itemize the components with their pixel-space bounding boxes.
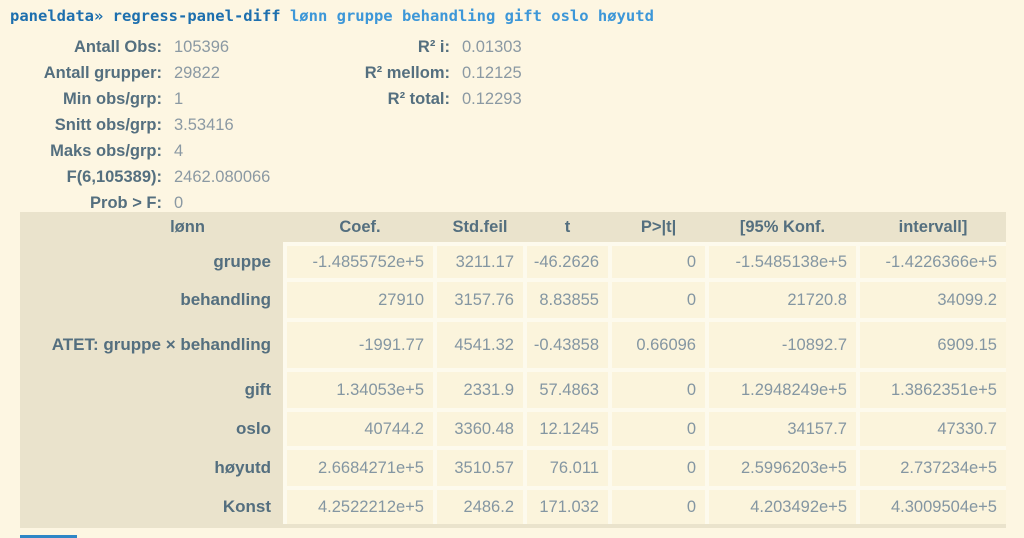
summary-stat-row: R² mellom: 0.12125 — [285, 60, 522, 86]
table-cell: 0 — [612, 246, 705, 278]
stat-value: 0.12293 — [462, 89, 522, 108]
stat-label: F(6,105389): — [66, 167, 162, 186]
table-cell: -1991.77 — [287, 322, 433, 368]
table-cell: 3510.57 — [437, 450, 523, 486]
column-header: P>|t| — [640, 217, 677, 236]
stat-value: 3.53416 — [174, 115, 234, 134]
row-label: ATET: gruppe × behandling — [51, 335, 271, 354]
table-cell: 2.737234e+5 — [860, 450, 1006, 486]
table-cell: 0.66096 — [612, 322, 705, 368]
stat-value: 1 — [174, 89, 184, 108]
table-cell: 1.2948249e+5 — [709, 372, 856, 408]
table-cell: 3157.76 — [437, 282, 523, 318]
table-cell: 2331.9 — [437, 372, 523, 408]
table-cell: -46.2626 — [527, 246, 608, 278]
stat-label: Maks obs/grp: — [50, 141, 162, 160]
column-header: intervall] — [898, 217, 968, 236]
stat-label: Antall Obs: — [73, 37, 162, 56]
table-cell: 8.83855 — [527, 282, 608, 318]
summary-stats-left: Antall Obs: 105396 Antall grupper: 29822 Min… — [0, 34, 271, 216]
command-args: lønn gruppe behandling gift oslo høyutd — [280, 7, 654, 25]
table-cell: 6909.15 — [860, 322, 1006, 368]
row-label: gruppe — [213, 252, 271, 271]
summary-stat-row: Prob > F: 0 — [0, 190, 270, 216]
column-header: t — [564, 217, 571, 236]
table-cell: 1.34053e+5 — [287, 372, 433, 408]
summary-stat-row: Maks obs/grp: 4 — [0, 138, 270, 164]
table-cell: 2486.2 — [437, 490, 523, 524]
row-label: Konst — [222, 497, 271, 516]
table-cell: 12.1245 — [527, 412, 608, 446]
table-cell: 2.5996203e+5 — [709, 450, 856, 486]
summary-stat-row: F(6,105389): 2462.080066 — [0, 164, 271, 190]
stat-label: R² total: — [387, 89, 450, 108]
table-cell: -1.4855752e+5 — [287, 246, 433, 278]
table-cell: 0 — [612, 450, 705, 486]
table-header-row: lønn Coef. Std.feil t P>|t| [95% Konf. interv… — [20, 212, 1006, 242]
summary-stat-row: Min obs/grp: 1 — [0, 86, 270, 112]
table-cell: 0 — [612, 372, 705, 408]
table-cell: 171.032 — [527, 490, 608, 524]
summary-stats-right: R² i: 0.01303 R² mellom: 0.12125 R² total: 0.… — [285, 34, 522, 112]
row-label: oslo — [236, 419, 271, 438]
command-line: paneldata» regress-panel-diff lønn grupp… — [10, 7, 654, 25]
table-cell: 27910 — [287, 282, 433, 318]
column-header: Coef. — [339, 217, 381, 236]
stat-value: 105396 — [174, 37, 230, 56]
summary-stat-row: Antall grupper: 29822 — [0, 60, 270, 86]
table-cell: 1.3862351e+5 — [860, 372, 1006, 408]
column-header: Std.feil — [452, 217, 508, 236]
stat-value: 0.01303 — [462, 37, 522, 56]
table-cell: 57.4863 — [527, 372, 608, 408]
regression-table: lønn Coef. Std.feil t P>|t| [95% Konf. interv… — [20, 212, 1006, 528]
stat-label: R² mellom: — [364, 63, 450, 82]
row-label: gift — [244, 380, 271, 399]
summary-stat-row: Antall Obs: 105396 — [0, 34, 270, 60]
prompt-cutoff-bar — [20, 535, 77, 538]
row-label: høyutd — [214, 458, 271, 477]
stat-value: 0.12125 — [462, 63, 522, 82]
table-cell: 0 — [612, 282, 705, 318]
table-cell: 0 — [612, 412, 705, 446]
summary-stat-row: R² i: 0.01303 — [285, 34, 522, 60]
table-cell: 3211.17 — [437, 246, 523, 278]
table-body: gruppe behandling ATET: gruppe × behandlin… — [20, 242, 1006, 524]
table-cell: 40744.2 — [287, 412, 433, 446]
stat-label: Min obs/grp: — [63, 89, 162, 108]
table-data-grid: -1.4855752e+5 3211.17 -46.2626 0 -1.5485138e… — [283, 242, 1006, 524]
command-name: regress-panel-diff — [103, 7, 281, 25]
table-cell: 34157.7 — [709, 412, 856, 446]
table-cell: 47330.7 — [860, 412, 1006, 446]
summary-stat-row: R² total: 0.12293 — [285, 86, 522, 112]
table-cell: 0 — [612, 490, 705, 524]
stat-value: 2462.080066 — [174, 167, 271, 186]
table-cell: 4541.32 — [437, 322, 523, 368]
table-cell: 21720.8 — [709, 282, 856, 318]
table-cell: 76.011 — [527, 450, 608, 486]
table-cell: 4.203492e+5 — [709, 490, 856, 524]
stat-label: R² i: — [417, 37, 450, 56]
table-cell: 3360.48 — [437, 412, 523, 446]
stat-label: Snitt obs/grp: — [54, 115, 162, 134]
stat-value: 0 — [174, 193, 184, 212]
stat-label: Antall grupper: — [43, 63, 162, 82]
table-cell: 4.2522212e+5 — [287, 490, 433, 524]
table-cell: -1.4226366e+5 — [860, 246, 1006, 278]
table-cell: 4.3009504e+5 — [860, 490, 1006, 524]
stat-value: 29822 — [174, 63, 220, 82]
table-cell: -10892.7 — [709, 322, 856, 368]
table-cell: -0.43858 — [527, 322, 608, 368]
row-label: behandling — [180, 290, 271, 309]
command-prompt: paneldata» — [10, 7, 104, 25]
stat-label: Prob > F: — [90, 193, 162, 212]
table-cell: 34099.2 — [860, 282, 1006, 318]
column-header-depvar: lønn — [170, 217, 205, 236]
summary-stat-row: Snitt obs/grp: 3.53416 — [0, 112, 270, 138]
table-cell: 2.6684271e+5 — [287, 450, 433, 486]
column-header: [95% Konf. — [739, 217, 826, 236]
table-cell: -1.5485138e+5 — [709, 246, 856, 278]
row-label-column: gruppe behandling ATET: gruppe × behandlin… — [20, 242, 283, 524]
stat-value: 4 — [174, 141, 184, 160]
